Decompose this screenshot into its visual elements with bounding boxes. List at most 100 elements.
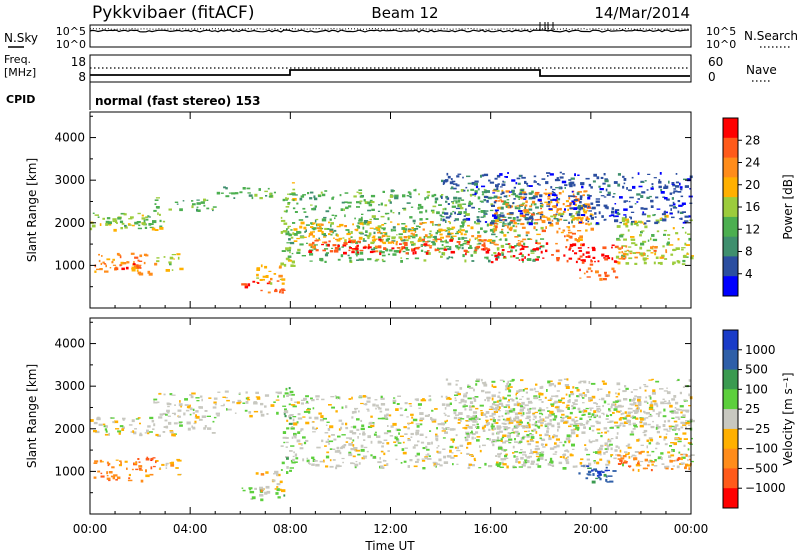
velocity-cell	[403, 426, 407, 429]
velocity-cell	[464, 408, 467, 411]
velocity-cell	[215, 412, 220, 415]
velocity-colorbar-tick-label: −25	[745, 422, 770, 436]
velocity-cell	[535, 445, 539, 448]
velocity-cell	[513, 403, 518, 406]
power-cell	[419, 222, 423, 225]
velocity-cell	[506, 382, 509, 386]
power-cell	[321, 231, 324, 234]
velocity-cell	[506, 411, 510, 414]
velocity-cell	[422, 447, 426, 450]
velocity-cell	[169, 462, 172, 464]
power-cell	[478, 208, 481, 210]
power-cell	[521, 255, 524, 258]
velocity-cell	[399, 407, 403, 410]
x-tick-label: 08:00	[273, 522, 308, 536]
velocity-cell	[620, 461, 623, 464]
power-cell	[373, 228, 377, 230]
power-cell	[351, 251, 355, 254]
power-cell	[116, 252, 120, 256]
power-cell	[231, 192, 236, 195]
velocity-colorbar-segment	[723, 468, 738, 489]
power-cell	[588, 210, 592, 212]
power-cell	[654, 246, 658, 249]
velocity-cell	[618, 388, 621, 391]
velocity-cell	[598, 473, 602, 476]
velocity-cell	[538, 412, 543, 415]
power-cell	[650, 252, 654, 254]
power-cell	[317, 229, 322, 232]
velocity-cell	[506, 434, 511, 438]
velocity-cell	[536, 458, 540, 462]
velocity-cell	[489, 418, 493, 421]
velocity-cell	[564, 416, 568, 418]
velocity-cell	[677, 440, 682, 443]
power-cell	[313, 244, 318, 246]
velocity-cell	[560, 419, 565, 423]
power-cell	[377, 225, 382, 229]
velocity-cell	[464, 436, 467, 439]
power-colorbar-tick-label: 24	[745, 156, 760, 170]
velocity-cell	[380, 397, 385, 400]
velocity-cell	[324, 445, 327, 447]
power-cell	[459, 228, 462, 231]
power-cell	[579, 206, 583, 210]
power-cell	[579, 268, 581, 272]
power-cell	[535, 239, 538, 243]
power-cell	[572, 243, 577, 247]
power-cell	[613, 181, 616, 184]
power-cell	[611, 207, 615, 210]
power-colorbar-segment	[723, 118, 738, 139]
power-cell	[262, 275, 267, 278]
power-cell	[661, 256, 664, 259]
power-cell	[644, 180, 647, 182]
power-region-11	[292, 221, 493, 245]
power-cell	[523, 209, 528, 212]
velocity-cell	[187, 427, 191, 431]
power-cell	[264, 190, 268, 193]
velocity-cell	[308, 463, 311, 465]
velocity-cell	[688, 405, 692, 407]
velocity-cell	[118, 432, 121, 435]
velocity-cell	[585, 421, 589, 425]
velocity-cell	[512, 408, 516, 411]
power-cell	[525, 211, 530, 214]
velocity-cell	[552, 453, 557, 455]
power-cell	[134, 256, 139, 259]
velocity-cell	[631, 404, 635, 406]
velocity-cell	[255, 472, 259, 475]
velocity-cell	[629, 433, 635, 436]
power-cell	[308, 232, 311, 236]
power-cell	[358, 236, 363, 240]
power-cell	[576, 239, 580, 241]
velocity-cell	[649, 396, 652, 400]
power-cell	[463, 237, 468, 239]
velocity-cell	[242, 489, 246, 492]
power-cell	[642, 240, 647, 243]
velocity-region-4	[158, 458, 182, 476]
power-cell	[336, 239, 341, 242]
power-cell	[156, 257, 160, 259]
velocity-cell	[274, 488, 277, 490]
power-cell	[292, 193, 296, 196]
velocity-cell	[565, 386, 570, 389]
power-heatmap	[90, 171, 694, 294]
power-cell	[520, 244, 523, 247]
power-cell	[622, 218, 627, 220]
power-cell	[412, 228, 417, 230]
velocity-cell	[328, 440, 334, 443]
power-cell	[260, 289, 263, 292]
velocity-cell	[253, 401, 258, 405]
velocity-cell	[539, 437, 542, 440]
velocity-cell	[454, 397, 457, 399]
power-cell	[445, 200, 448, 203]
velocity-cell	[276, 483, 281, 486]
power-cell	[684, 220, 689, 222]
power-cell	[121, 267, 125, 271]
power-cell	[577, 191, 582, 193]
velocity-cell	[648, 379, 653, 381]
power-cell	[276, 280, 280, 282]
velocity-cell	[524, 387, 528, 390]
velocity-cell	[505, 385, 508, 388]
power-cell	[312, 222, 316, 225]
velocity-cell	[469, 416, 474, 418]
